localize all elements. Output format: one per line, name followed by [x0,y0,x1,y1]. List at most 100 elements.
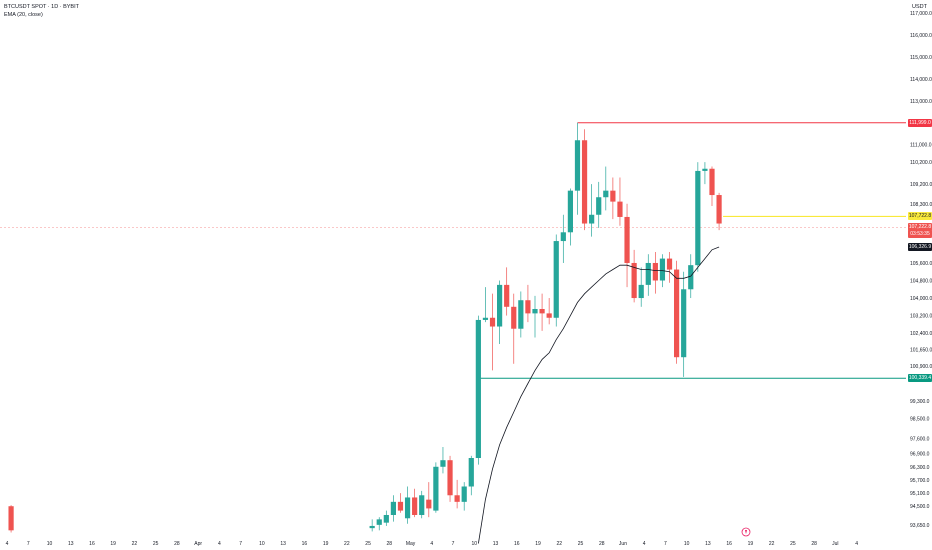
y-tick-label: 102,400.0 [910,331,932,337]
x-tick-label: 16 [89,541,95,547]
x-tick-label: 10 [684,541,690,547]
x-tick-label: 19 [535,541,541,547]
candle-body [553,241,559,318]
y-tick-label: 100,900.0 [910,364,932,370]
x-tick-label: 22 [344,541,350,547]
candle-body [440,460,446,467]
candle-body [454,495,460,502]
candle-body [610,190,616,202]
y-tick-label: 115,000.0 [910,55,932,61]
y-tick-label: 96,900.0 [910,452,930,458]
candle-body [433,466,439,511]
candle-body [659,258,666,281]
candle-body [652,262,658,281]
x-tick-label: 28 [811,541,817,547]
candle-body [390,501,396,515]
x-tick-label: 7 [27,541,30,547]
candle-body [695,170,701,266]
candle-body [688,265,694,290]
y-axis-ticks: 93,650.0 94,500.0 95,100.0 95,700.0 96,300.0… [910,11,932,529]
ema-price-label: 106,326.9 [908,243,932,252]
x-tick-label: 28 [387,541,393,547]
candle-body [702,168,708,171]
x-tick-label: 10 [471,541,477,547]
candle-body [645,262,651,285]
y-tick-label: 104,800.0 [910,279,932,285]
x-tick-label: 28 [599,541,605,547]
y-tick-label: 111,000.0 [910,143,932,149]
x-tick-label: 10 [259,541,265,547]
candle-body [412,497,418,515]
y-tick-label: 99,300.0 [910,399,930,405]
x-tick-label: 13 [68,541,74,547]
x-tick-label: 7 [664,541,667,547]
x-tick-label: Jul [832,541,838,547]
y-tick-label: 97,600.0 [910,436,930,442]
tradingview-logo-icon[interactable] [741,524,751,542]
x-tick-label: 25 [578,541,584,547]
candle-body [511,306,517,329]
x-tick-label: 7 [452,541,455,547]
y-tick-label: 103,200.0 [910,314,932,320]
candle-body [603,190,609,198]
x-tick-label: May [406,541,416,547]
x-tick-label: 16 [302,541,308,547]
candle-body [596,197,602,215]
candle-body [674,269,680,358]
x-tick-label: 25 [153,541,159,547]
candle-body [525,300,531,314]
y-tick-label: 105,600.0 [910,261,932,267]
candle-body [489,317,496,327]
candle-body [716,195,722,224]
y-tick-label: 114,000.0 [910,77,932,83]
y-tick-label: 113,000.0 [910,99,932,105]
x-tick-label: 16 [726,541,732,547]
candle-body [681,289,687,358]
y-tick-label: 95,100.0 [910,491,930,497]
candle-body [624,216,630,263]
x-tick-label: 4 [430,541,433,547]
candle-body [397,501,404,511]
x-tick-label: 22 [132,541,138,547]
y-tick-label: 101,650.0 [910,348,932,354]
countdown-label: 03:53:35 [908,230,932,239]
y-tick-label: 96,300.0 [910,465,930,471]
y-tick-label: 93,650.0 [910,523,930,529]
x-tick-label: 22 [769,541,775,547]
x-tick-label: 19 [323,541,329,547]
y-tick-label: 116,000.0 [910,33,932,39]
candle-body [447,460,453,496]
x-tick-label: 4 [6,541,9,547]
candles [8,122,722,533]
ema-line [478,246,720,544]
current-price-label: 107,722.8 [908,212,932,221]
candle-body [8,506,14,531]
y-tick-label: 104,000.0 [910,296,932,302]
y-tick-label: 108,300.0 [910,202,932,208]
x-tick-label: 16 [514,541,520,547]
resistance-price-label: 111,999.0 [908,118,932,127]
x-tick-label: 4 [643,541,646,547]
candle-body [504,284,510,307]
horizontal-levels [0,122,906,379]
candle-body [404,497,411,519]
candle-body [589,214,595,224]
candle-body [419,495,425,515]
y-tick-label: 117,000.0 [910,11,932,17]
candle-body [631,262,637,299]
candle-body [383,514,389,523]
candle-body [475,319,481,459]
x-tick-label: 4 [218,541,221,547]
indicator-legend[interactable]: EMA (20, close) [4,12,43,18]
x-tick-label: 7 [239,541,242,547]
candle-body [468,458,474,487]
candle-body [482,317,489,320]
y-tick-label: 98,500.0 [910,417,930,423]
candle-body [497,284,503,327]
candle-body [539,308,545,314]
x-tick-label: 19 [748,541,754,547]
y-tick-label: 109,200.0 [910,182,932,188]
x-tick-label: Jun [619,541,627,547]
support-price-label: 100,339.4 [908,374,932,383]
